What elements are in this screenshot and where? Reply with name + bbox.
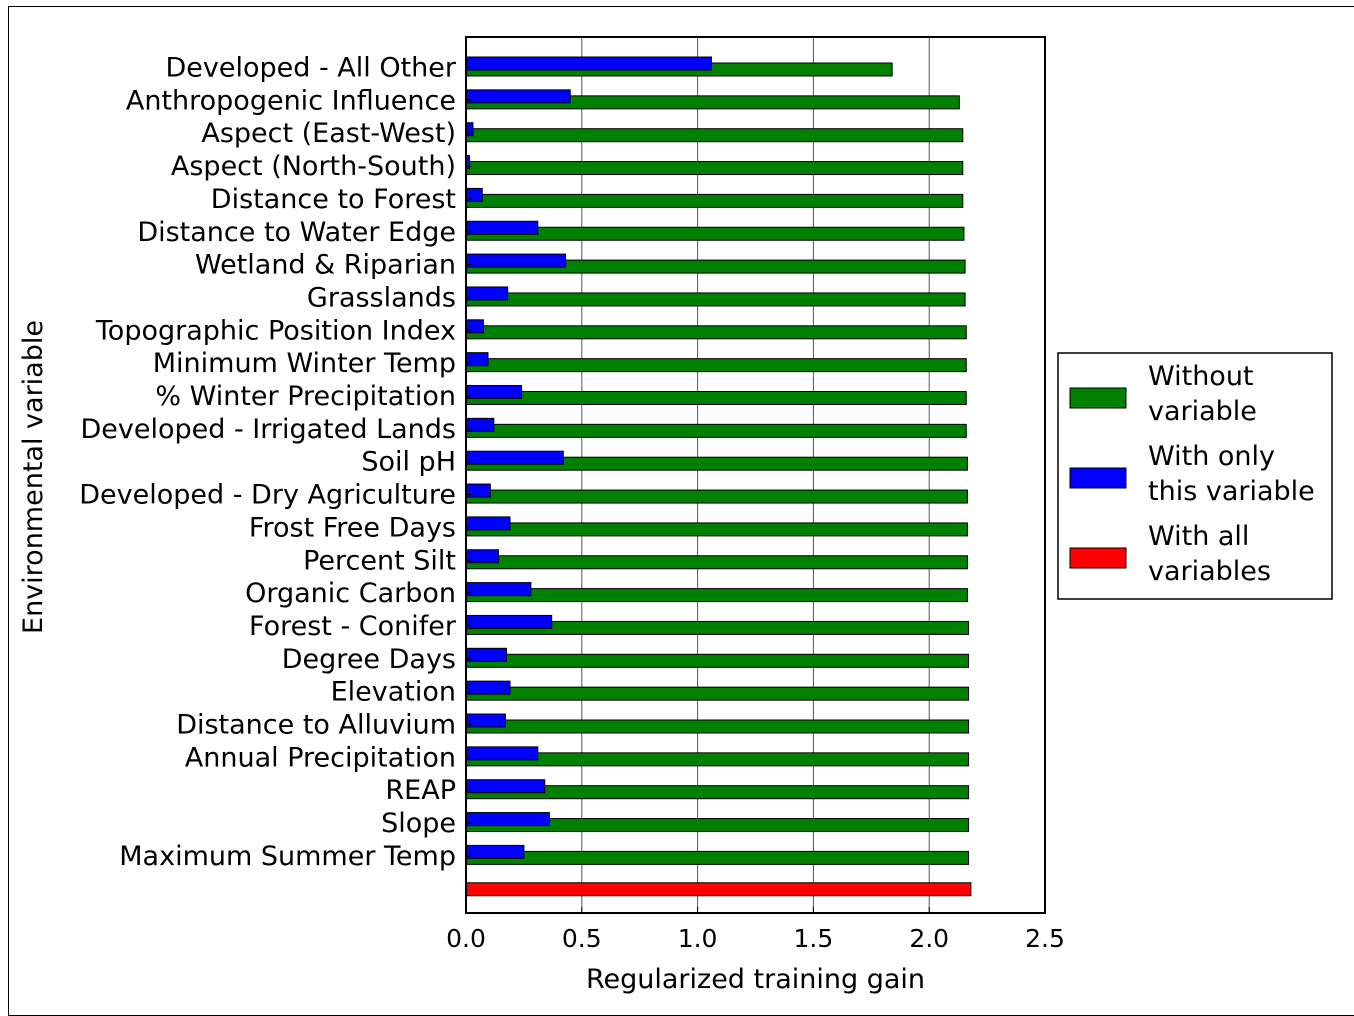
bar-without-variable bbox=[465, 325, 967, 340]
x-tick-label: 0.5 bbox=[562, 924, 602, 953]
y-tick-label: REAP bbox=[385, 775, 456, 806]
y-tick-label: Developed - All Other bbox=[165, 53, 456, 84]
legend-label: this variable bbox=[1148, 476, 1315, 507]
legend-label: With all bbox=[1148, 521, 1249, 552]
bar-with-only-variable bbox=[465, 582, 532, 597]
bar-without-variable bbox=[465, 489, 968, 504]
legend-label: variables bbox=[1148, 556, 1271, 587]
bar-with-only-variable bbox=[465, 614, 553, 629]
y-tick-label: Topographic Position Index bbox=[95, 315, 456, 346]
y-tick-label: Aspect (North-South) bbox=[171, 151, 456, 182]
y-tick-label: Distance to Alluvium bbox=[176, 710, 456, 741]
bar-with-only-variable bbox=[465, 286, 509, 301]
bar-with-only-variable bbox=[465, 220, 539, 235]
y-tick-label: Frost Free Days bbox=[249, 512, 456, 543]
bar-without-variable bbox=[465, 423, 967, 438]
bar-with-only-variable bbox=[465, 89, 571, 104]
bar-with-only-variable bbox=[465, 417, 495, 432]
legend-label: With only bbox=[1148, 441, 1275, 472]
x-axis-label: Regularized training gain bbox=[586, 964, 925, 995]
y-tick-label: Wetland & Riparian bbox=[195, 250, 456, 281]
y-tick-label: Forest - Conifer bbox=[249, 611, 457, 642]
y-tick-label: Soil pH bbox=[361, 447, 456, 478]
bar-without-variable bbox=[465, 719, 970, 734]
legend-label: Without bbox=[1148, 361, 1254, 392]
bar-with-only-variable bbox=[465, 352, 489, 367]
x-tick-labels: 0.0 0.5 1.0 1.5 2.0 2.5 bbox=[446, 907, 1065, 953]
x-tick-label: 2.5 bbox=[1025, 924, 1065, 953]
y-tick-label: Maximum Summer Temp bbox=[119, 841, 456, 872]
bar-with-only-variable bbox=[465, 187, 483, 202]
legend-swatch bbox=[1069, 547, 1127, 569]
bars bbox=[465, 56, 972, 897]
x-tick-label: 0.0 bbox=[446, 924, 486, 953]
bar-with-only-variable bbox=[465, 450, 564, 465]
y-tick-label: Degree Days bbox=[282, 644, 456, 675]
y-tick-label: Grasslands bbox=[307, 282, 456, 313]
bar-with-only-variable bbox=[465, 713, 506, 728]
bar-without-variable bbox=[465, 161, 964, 176]
legend: Without variable With only this variable Wit… bbox=[1057, 352, 1333, 600]
x-tick-label: 1.0 bbox=[678, 924, 718, 953]
bar-with-only-variable bbox=[465, 516, 511, 531]
plot-area bbox=[465, 36, 1046, 914]
bar-without-variable bbox=[465, 555, 968, 570]
bar-with-only-variable bbox=[465, 779, 546, 794]
y-tick-label: Elevation bbox=[331, 677, 456, 708]
bar-with-only-variable bbox=[465, 844, 525, 859]
bar-with-only-variable bbox=[465, 253, 567, 268]
bar-without-variable bbox=[465, 588, 968, 603]
bar-with-only-variable bbox=[465, 483, 491, 498]
grid-lines bbox=[581, 37, 930, 913]
bar-without-variable bbox=[465, 391, 967, 405]
y-tick-label: Annual Precipitation bbox=[185, 742, 456, 773]
bar-with-only-variable bbox=[465, 56, 712, 71]
bar-without-variable bbox=[465, 128, 964, 143]
x-tick-label: 1.5 bbox=[794, 924, 834, 953]
bar-without-variable bbox=[465, 522, 968, 537]
y-tick-label: Minimum Winter Temp bbox=[153, 348, 456, 379]
bar-without-variable bbox=[465, 292, 966, 307]
y-tick-label: Developed - Dry Agriculture bbox=[79, 480, 456, 511]
y-tick-label: Percent Silt bbox=[303, 545, 456, 576]
y-tick-label: Anthropogenic Influence bbox=[126, 85, 456, 116]
bar-without-variable bbox=[465, 653, 970, 668]
y-tick-label: Slope bbox=[381, 808, 456, 839]
legend-swatch bbox=[1069, 467, 1127, 489]
y-tick-label: Developed - Irrigated Lands bbox=[80, 414, 456, 445]
bar-without-variable bbox=[465, 193, 964, 208]
y-tick-label: Aspect (East-West) bbox=[201, 118, 456, 149]
bar-with-only-variable bbox=[465, 385, 523, 399]
y-tick-label: Organic Carbon bbox=[245, 578, 456, 609]
bar-with-only-variable bbox=[465, 680, 511, 695]
bar-without-variable bbox=[465, 686, 970, 701]
legend-label: variable bbox=[1148, 396, 1257, 427]
bar-with-only-variable bbox=[465, 549, 499, 564]
y-tick-label: % Winter Precipitation bbox=[155, 381, 456, 412]
bar-with-only-variable bbox=[465, 319, 484, 334]
bar-with-only-variable bbox=[465, 812, 550, 827]
bar-without-variable bbox=[465, 850, 970, 865]
bar-with-only-variable bbox=[465, 746, 539, 761]
bar-with-all-variables bbox=[465, 882, 972, 897]
y-tick-label: Distance to Water Edge bbox=[137, 217, 456, 248]
x-tick-label: 2.0 bbox=[909, 924, 949, 953]
bar-without-variable bbox=[465, 752, 970, 767]
bar-with-only-variable bbox=[465, 122, 474, 137]
bar-with-only-variable bbox=[465, 647, 508, 662]
legend-swatch bbox=[1069, 387, 1127, 409]
bar-without-variable bbox=[465, 358, 967, 373]
y-axis-label: Environmental variable bbox=[18, 320, 49, 634]
y-tick-label: Distance to Forest bbox=[211, 184, 456, 215]
bar-without-variable bbox=[465, 226, 965, 241]
